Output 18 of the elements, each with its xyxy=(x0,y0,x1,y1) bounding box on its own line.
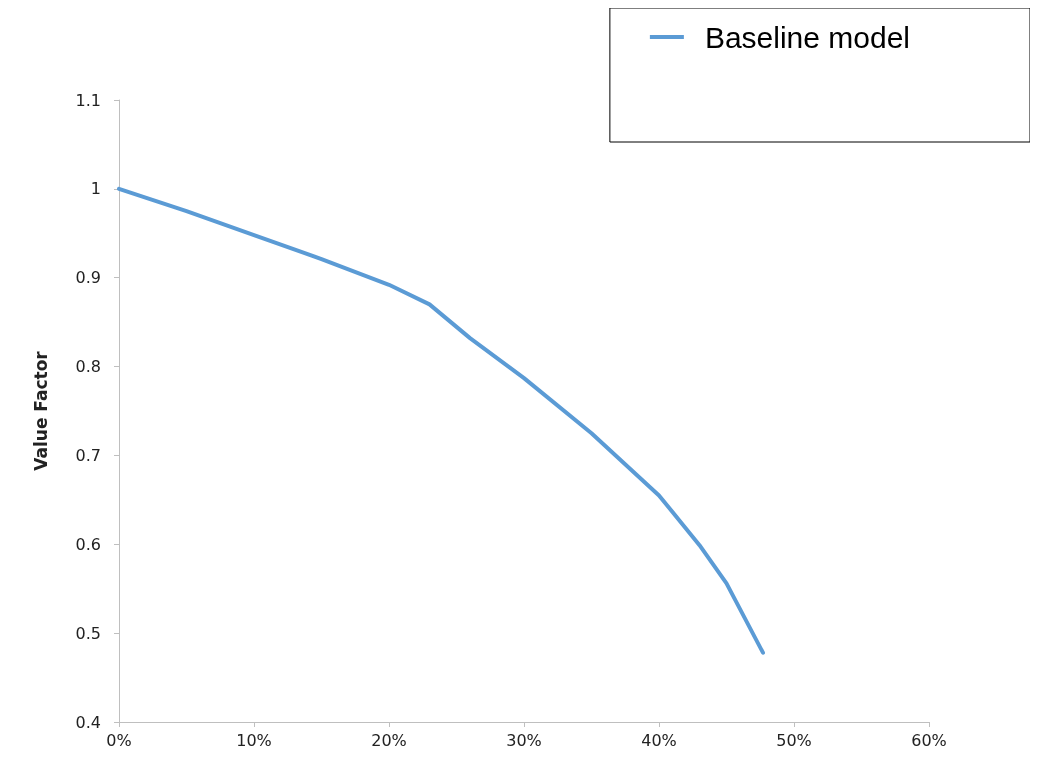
y-axis-title: Value Factor xyxy=(30,350,51,471)
y-tick-label: 0.8 xyxy=(75,357,101,377)
y-tick-label: 0.6 xyxy=(75,534,101,554)
y-tick-label: 1 xyxy=(90,179,101,199)
x-tick-label: 50% xyxy=(776,730,812,750)
y-tick-label: 0.5 xyxy=(75,623,101,643)
x-tick-label: 10% xyxy=(236,730,272,750)
y-tick-label: 0.9 xyxy=(75,268,101,288)
y-tick-label: 0.7 xyxy=(75,445,101,465)
x-tick-label: 0% xyxy=(106,730,132,750)
y-tick-label: 0.4 xyxy=(75,712,101,732)
x-tick-label: 20% xyxy=(371,730,407,750)
legend-label: Baseline model xyxy=(704,20,910,54)
x-tick-label: 40% xyxy=(641,730,677,750)
line-series xyxy=(117,186,765,655)
y-tick-label: 1.1 xyxy=(75,90,101,110)
x-tick-label: 60% xyxy=(911,730,947,750)
x-tick-label: 30% xyxy=(506,730,542,750)
